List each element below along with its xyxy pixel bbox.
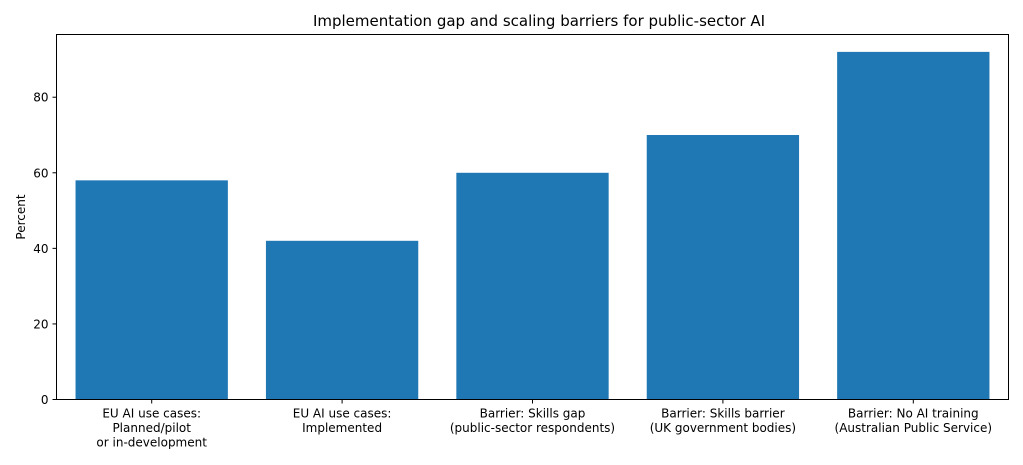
bars-group: [75, 51, 990, 400]
bar-3: [646, 135, 800, 400]
y-ticks-group: 0 20 40 60 80: [33, 91, 57, 407]
bar-1: [265, 240, 419, 400]
x-tick-label-3: Barrier: Skills barrier (UK government bo…: [650, 407, 796, 436]
y-tick-label-4: 80: [33, 91, 48, 105]
y-tick-label-2: 40: [33, 242, 48, 256]
x-tick-label-1: EU AI use cases: Implemented: [293, 407, 392, 436]
chart-title: Implementation gap and scaling barriers …: [313, 12, 765, 30]
y-tick-label-0: 0: [41, 393, 49, 407]
bar-0: [75, 180, 228, 400]
x-ticks-group: EU AI use cases: Planned/pilot or in-devel…: [96, 399, 993, 450]
y-axis-label: Percent: [14, 194, 28, 239]
bar-4: [837, 51, 990, 400]
y-tick-label-3: 60: [33, 166, 48, 180]
x-tick-label-2: Barrier: Skills gap (public-sector respon…: [450, 407, 615, 436]
x-tick-label-4: Barrier: No AI training (Australian Publi…: [835, 407, 993, 436]
bar-2: [456, 172, 609, 400]
y-tick-label-1: 20: [33, 317, 48, 331]
x-tick-label-0: EU AI use cases: Planned/pilot or in-devel…: [96, 407, 207, 450]
plot-frame: [56, 34, 1009, 400]
